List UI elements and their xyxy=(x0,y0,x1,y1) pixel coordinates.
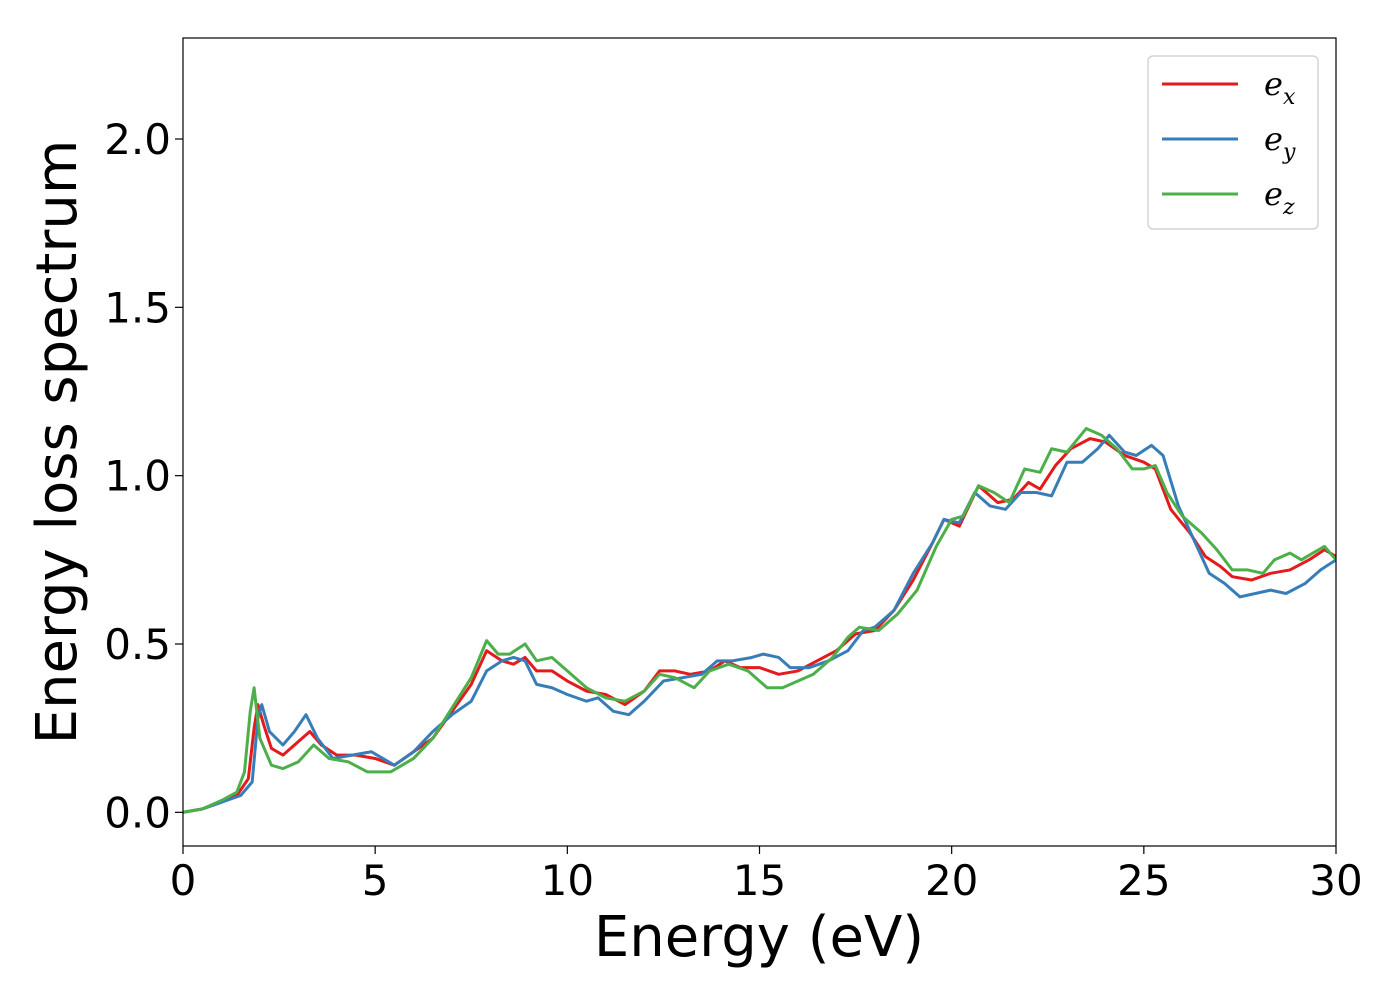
y-axis-title: Energy loss spectrum xyxy=(25,140,90,745)
x-tick-label: 15 xyxy=(733,856,786,905)
y-tick-label: 1.0 xyxy=(104,452,171,501)
legend-subscript: x xyxy=(1283,85,1296,110)
plot-area xyxy=(183,38,1336,846)
series-lines xyxy=(183,427,1336,814)
legend-label-ex: ex xyxy=(1264,65,1296,110)
axes: 0 5 10 15 20 25 30 0.0 0.5 1.0 1.5 2.0 xyxy=(104,37,1363,905)
y-tick-label: 0.0 xyxy=(104,788,171,837)
plot-background xyxy=(183,38,1336,846)
y-tick-label: 2.0 xyxy=(104,115,171,164)
x-axis-title: Energy (eV) xyxy=(594,905,924,970)
x-tick-label: 10 xyxy=(541,856,594,905)
series-line-ey xyxy=(183,433,1336,814)
y-tick-label: 0.5 xyxy=(104,620,171,669)
legend-subscript: z xyxy=(1282,195,1295,220)
legend-box xyxy=(1147,55,1319,230)
series-line-ez xyxy=(183,427,1336,814)
y-tick-label: 1.5 xyxy=(104,283,171,332)
legend-subscript: y xyxy=(1282,140,1296,165)
x-tick-label: 25 xyxy=(1117,856,1170,905)
x-tick-label: 30 xyxy=(1309,856,1362,905)
x-tick-label: 0 xyxy=(170,856,197,905)
x-tick-label: 20 xyxy=(925,856,978,905)
x-tick-label: 5 xyxy=(362,856,389,905)
